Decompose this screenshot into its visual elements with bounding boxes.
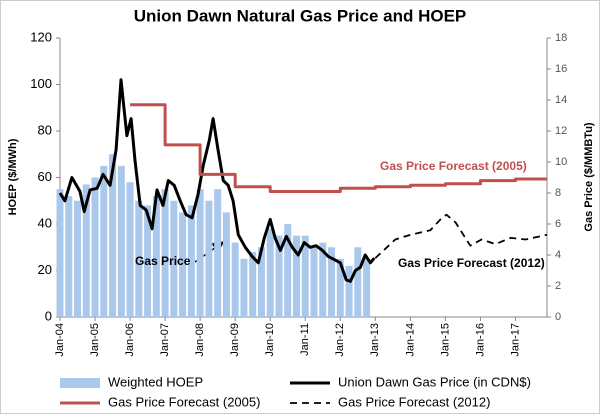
x-tick-label: Jan-16: [474, 323, 486, 357]
x-tick-label: Jan-08: [194, 323, 206, 357]
bar: [214, 189, 222, 317]
bar: [249, 251, 257, 317]
y-tick-label: 100: [30, 76, 52, 91]
bar: [345, 265, 353, 317]
bar: [109, 154, 117, 317]
y2-axis-label: Gas Price ($/MMBTu): [583, 122, 595, 232]
bar: [56, 189, 64, 317]
bar: [266, 228, 274, 317]
x-tick-label: Jan-14: [404, 323, 416, 357]
annotation: Gas Price: [135, 254, 191, 268]
bar: [179, 212, 187, 317]
legend-label: Weighted HOEP: [108, 374, 203, 389]
bar: [126, 182, 134, 317]
bar: [363, 258, 371, 317]
bar: [231, 242, 239, 317]
bar: [336, 258, 344, 317]
bar: [100, 165, 108, 317]
y-tick-label: 0: [45, 308, 52, 323]
legend-label: Gas Price Forecast (2005): [108, 394, 260, 409]
bar: [284, 224, 292, 317]
bar: [292, 235, 300, 317]
line: [130, 103, 547, 193]
legend-swatch: [60, 378, 100, 388]
bar: [187, 205, 195, 317]
bar: [354, 247, 362, 317]
y2-tick-label: 18: [555, 32, 567, 44]
y-tick-label: 20: [38, 262, 52, 277]
bar: [135, 200, 143, 317]
bar: [82, 184, 90, 317]
bar: [161, 189, 169, 317]
y-axis-label: HOEP ($/MWh): [7, 138, 19, 215]
y2-tick-label: 4: [555, 249, 561, 261]
y-tick-label: 120: [30, 29, 52, 44]
y2-tick-label: 2: [555, 280, 561, 292]
legend-label: Union Dawn Gas Price (in CDN$): [338, 374, 531, 389]
bar: [328, 247, 336, 317]
bar: [205, 200, 213, 317]
bar: [170, 200, 178, 317]
y2-tick-label: 10: [555, 156, 567, 168]
x-tick-label: Jan-15: [439, 323, 451, 357]
bar: [152, 196, 160, 317]
line: [58, 78, 376, 283]
x-tick-label: Jan-05: [89, 323, 101, 357]
bar: [240, 258, 248, 317]
bar: [275, 235, 283, 317]
y-tick-label: 80: [38, 122, 52, 137]
x-tick-label: Jan-10: [264, 323, 276, 357]
y-tick-label: 60: [38, 169, 52, 184]
y2-tick-label: 14: [555, 94, 567, 106]
x-tick-label: Jan-09: [229, 323, 241, 357]
chart-title: Union Dawn Natural Gas Price and HOEP: [134, 6, 467, 25]
y2-tick-label: 16: [555, 63, 567, 75]
annotation: Gas Price Forecast (2012): [398, 256, 545, 270]
y2-tick-label: 8: [555, 187, 561, 199]
line: [374, 213, 548, 259]
bar: [301, 235, 309, 317]
x-tick-label: Jan-13: [369, 323, 381, 357]
y-tick-label: 40: [38, 215, 52, 230]
y2-tick-label: 6: [555, 218, 561, 230]
x-tick-label: Jan-12: [334, 323, 346, 357]
bar: [319, 242, 327, 317]
bar: [91, 177, 99, 317]
bar: [74, 200, 82, 317]
annotation: Gas Price Forecast (2005): [380, 159, 527, 173]
x-tick-label: Jan-17: [509, 323, 521, 357]
bar: [257, 247, 265, 317]
legend-label: Gas Price Forecast (2012): [338, 394, 490, 409]
x-tick-label: Jan-07: [159, 323, 171, 357]
x-tick-label: Jan-06: [124, 323, 136, 357]
bar: [117, 165, 125, 317]
bar: [310, 247, 318, 317]
bar: [65, 196, 73, 317]
y2-tick-label: 12: [555, 125, 567, 137]
bar: [144, 205, 152, 317]
x-tick-label: Jan-11: [299, 323, 311, 356]
x-tick-label: Jan-04: [54, 323, 66, 357]
bar: [196, 189, 204, 317]
bar: [222, 212, 230, 317]
y2-tick-label: 0: [555, 311, 561, 323]
